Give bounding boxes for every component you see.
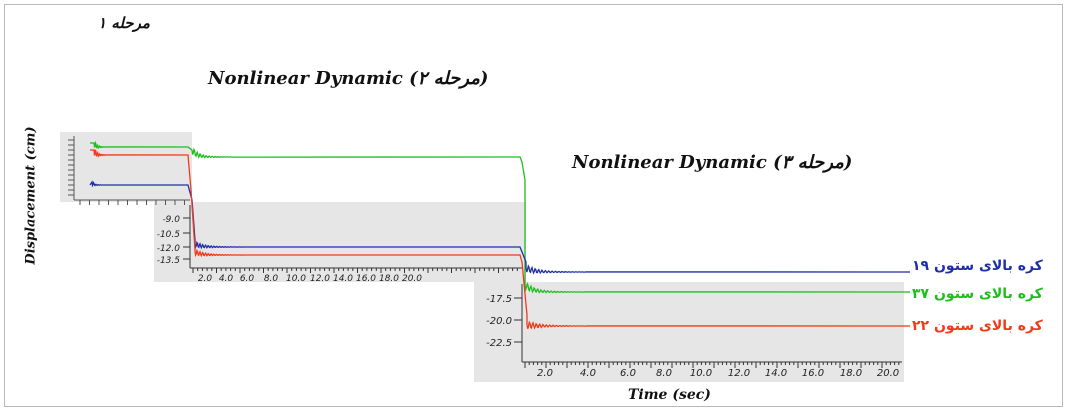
- axis-ticks: [68, 136, 902, 368]
- panel3-xtick-label: 4.0: [580, 368, 596, 379]
- panel2-ytick-label: -13.5: [157, 256, 181, 266]
- panel3-xtick-label: 14.0: [765, 368, 787, 379]
- curves: [89, 140, 910, 330]
- panel2-xtick-label: 8.0: [264, 274, 279, 284]
- panel1-background: [60, 132, 192, 202]
- panel2-ytick-label: -10.5: [157, 230, 181, 240]
- panel2-xtick-label: 16.0: [356, 274, 376, 284]
- stage1-title: مرحله ۱: [98, 14, 150, 32]
- panel3-xtick-label: 6.0: [620, 368, 636, 379]
- panel3-xtick-label: 20.0: [877, 368, 899, 379]
- panel2-ytick-label: -12.0: [157, 244, 181, 254]
- panel3-ytick-label: -17.5: [486, 294, 512, 305]
- tick-labels: -9.0-10.5-12.0-13.52.0 4.0 6.0 8.0 10.0 12.0 1…: [157, 215, 899, 379]
- legend-col19: کره بالای ستون ۱۹: [912, 258, 1043, 274]
- panel3-xtick-label: 2.0: [537, 368, 553, 379]
- panel2-xtick-label: 18.0: [379, 274, 399, 284]
- legend-col37: کره بالای ستون ۳۷: [912, 286, 1043, 302]
- series-col19-curve: [89, 180, 903, 275]
- panel2-xtick-label: 12.0: [310, 274, 330, 284]
- series-col22-curve: [90, 149, 903, 330]
- stage3-title: Nonlinear Dynamic (مرحله ۳): [572, 152, 853, 173]
- panel3-xtick-label: 18.0: [840, 368, 862, 379]
- panel2-xtick-label: 20.0: [402, 274, 422, 284]
- panel2-xtick-label: 6.0: [240, 274, 255, 284]
- panel3-xtick-label: 8.0: [656, 368, 672, 379]
- panel3-xtick-label: 16.0: [802, 368, 824, 379]
- panel3-xtick-label: 10.0: [690, 368, 712, 379]
- panel3-ytick-label: -20.0: [486, 316, 512, 327]
- figure-border: [4, 4, 1063, 407]
- panel3-xtick-label: 12.0: [728, 368, 750, 379]
- stage2-title: Nonlinear Dynamic (مرحله ۲): [208, 68, 489, 89]
- panel3-ytick-label: -22.5: [486, 338, 512, 349]
- panel2-xtick-label: 14.0: [333, 274, 353, 284]
- x-axis-label: Time (sec): [628, 387, 711, 403]
- series-col37-curve: [90, 140, 903, 294]
- panel2-ytick-label: -9.0: [162, 215, 180, 225]
- legend-col22: کره بالای ستون ۲۲: [912, 318, 1043, 334]
- panel2-xtick-label: 4.0: [219, 274, 234, 284]
- panel2-xtick-label: 2.0: [198, 274, 213, 284]
- panel2-xtick-label: 10.0: [286, 274, 306, 284]
